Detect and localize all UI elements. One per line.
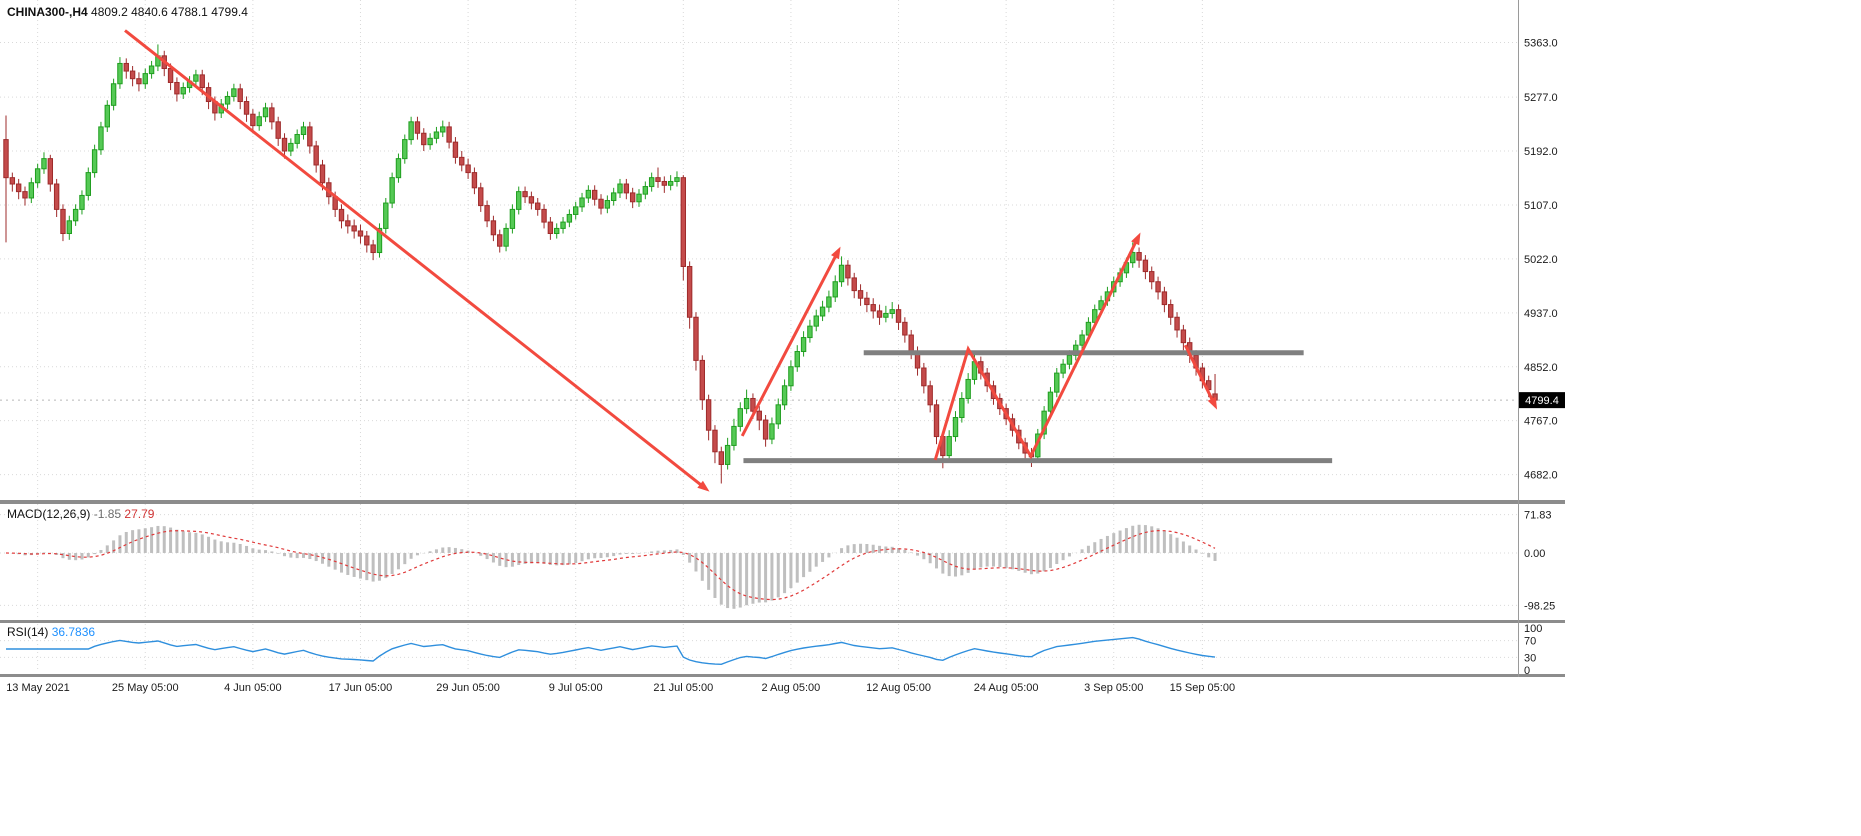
svg-text:2 Aug 05:00: 2 Aug 05:00 (762, 682, 821, 694)
svg-text:12 Aug 05:00: 12 Aug 05:00 (866, 682, 931, 694)
candles-series (3, 44, 1218, 484)
svg-text:70: 70 (1524, 636, 1536, 648)
macd-signal-value: 27.79 (124, 507, 155, 521)
macd-name: MACD(12,26,9) (7, 507, 91, 521)
svg-text:5363.0: 5363.0 (1524, 38, 1558, 50)
svg-text:15 Sep 05:00: 15 Sep 05:00 (1170, 682, 1235, 694)
svg-text:4799.4: 4799.4 (1525, 395, 1559, 407)
svg-text:0.00: 0.00 (1524, 548, 1545, 560)
symbol-timeframe-label: CHINA300-,H4 (7, 5, 88, 19)
support-resistance-lines[interactable] (743, 350, 1333, 464)
svg-text:100: 100 (1524, 623, 1542, 635)
current-price-badge: 4799.4 (1519, 392, 1565, 409)
svg-text:5022.0: 5022.0 (1524, 254, 1558, 266)
rsi-line (6, 636, 1216, 666)
rsi-indicator-label: RSI(14) 36.7836 (7, 625, 95, 639)
svg-text:4852.0: 4852.0 (1524, 362, 1558, 374)
grid-lines (0, 0, 1518, 672)
low-value: 4788.1 (171, 5, 208, 19)
chart-window[interactable]: 5363.0 5277.0 5192.0 5107.0 5022.0 4937.0 4852… (0, 0, 1565, 700)
macd-indicator-label: MACD(12,26,9) -1.85 27.79 (7, 507, 154, 521)
svg-text:5192.0: 5192.0 (1524, 146, 1558, 158)
svg-text:9 Jul 05:00: 9 Jul 05:00 (549, 682, 603, 694)
svg-text:29 Jun 05:00: 29 Jun 05:00 (436, 682, 500, 694)
svg-text:5277.0: 5277.0 (1524, 92, 1558, 104)
svg-text:71.83: 71.83 (1524, 510, 1552, 522)
macd-histogram (10, 524, 1217, 609)
price-chart-canvas[interactable]: 5363.0 5277.0 5192.0 5107.0 5022.0 4937.0 4852… (0, 0, 1565, 700)
svg-text:5107.0: 5107.0 (1524, 200, 1558, 212)
svg-text:4 Jun 05:00: 4 Jun 05:00 (224, 682, 282, 694)
svg-text:25 May 05:00: 25 May 05:00 (112, 682, 179, 694)
rsi-value: 36.7836 (51, 625, 96, 639)
rsi-name: RSI(14) (7, 625, 49, 639)
close-value: 4799.4 (211, 5, 248, 19)
svg-text:30: 30 (1524, 652, 1536, 664)
macd-signal-line (5, 529, 1216, 601)
svg-text:4937.0: 4937.0 (1524, 308, 1558, 320)
svg-text:0: 0 (1524, 665, 1530, 677)
trend-arrows[interactable] (124, 29, 1218, 492)
svg-text:24 Aug 05:00: 24 Aug 05:00 (974, 682, 1039, 694)
open-value: 4809.2 (91, 5, 128, 19)
svg-text:3 Sep 05:00: 3 Sep 05:00 (1084, 682, 1143, 694)
macd-main-value: -1.85 (93, 507, 122, 521)
svg-text:4682.0: 4682.0 (1524, 470, 1558, 482)
svg-text:13 May 2021: 13 May 2021 (6, 682, 70, 694)
high-value: 4840.6 (131, 5, 168, 19)
svg-text:-98.25: -98.25 (1524, 600, 1555, 612)
time-axis: 13 May 2021 25 May 05:00 4 Jun 05:00 17 Jun… (6, 682, 1235, 694)
svg-text:4767.0: 4767.0 (1524, 416, 1558, 428)
chart-title: CHINA300-,H4 4809.2 4840.6 4788.1 4799.4 (7, 5, 248, 19)
price-axis: 5363.0 5277.0 5192.0 5107.0 5022.0 4937.0 4852… (1524, 38, 1558, 677)
svg-text:21 Jul 05:00: 21 Jul 05:00 (653, 682, 713, 694)
pane-separators (0, 0, 1565, 677)
svg-text:17 Jun 05:00: 17 Jun 05:00 (329, 682, 393, 694)
